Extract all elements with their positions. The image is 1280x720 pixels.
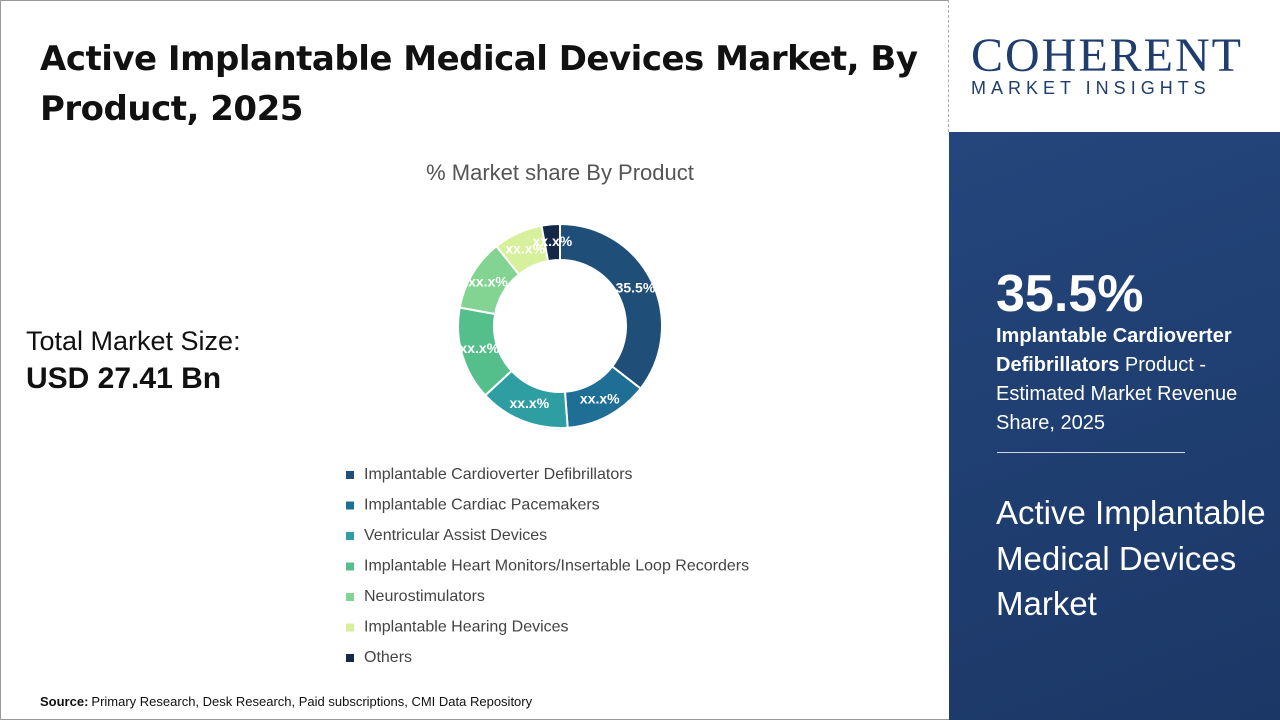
donut-slice [540, 222, 561, 263]
source-label: Source: [40, 694, 89, 709]
legend-label: Implantable Cardioverter Defibrillators [364, 466, 633, 483]
page-title: Active Implantable Medical Devices Marke… [40, 39, 918, 129]
divider [948, 0, 949, 132]
side-panel: 35.5% Implantable Cardioverter Defibrill… [949, 132, 1280, 720]
logo-tagline: MARKET INSIGHTS [971, 78, 1211, 98]
highlight-text: Product - Estimated Market Revenue Share… [996, 354, 1238, 434]
market-name: Active Implantable Medical Devices Marke… [996, 494, 1266, 622]
source-text: Primary Research, Desk Research, Paid su… [91, 694, 533, 709]
legend-label: Implantable Cardiac Pacemakers [364, 497, 600, 514]
chart: % Market share By Product 35.5%xx.x%xx.x… [346, 160, 749, 666]
legend-swatch [346, 654, 354, 662]
data-label: xx.x% [459, 340, 499, 356]
data-label: xx.x% [580, 391, 620, 407]
total-market-label: Total Market Size: [26, 326, 241, 356]
highlight-bold: Implantable Cardioverter Defibrillators [996, 325, 1232, 376]
legend-label: Implantable Heart Monitors/Insertable Lo… [364, 558, 749, 575]
panel-highlight: Implantable Cardioverter Defibrillators … [996, 322, 1266, 438]
logo-name: COHERENT [971, 29, 1243, 82]
legend-label: Ventricular Assist Devices [364, 527, 547, 544]
data-label: 35.5% [616, 280, 656, 296]
source: Source: Primary Research, Desk Research, … [40, 694, 532, 709]
legend-swatch [346, 623, 354, 632]
legend-swatch [346, 562, 354, 571]
legend-swatch [346, 471, 354, 479]
legend-swatch [346, 501, 354, 510]
data-label: xx.x% [468, 273, 508, 289]
data-label: xx.x% [509, 395, 549, 411]
panel-stat: 35.5% [996, 265, 1144, 323]
donut-slice [559, 222, 663, 390]
legend-label: Implantable Hearing Devices [364, 619, 569, 636]
data-label: xx.x% [533, 233, 573, 249]
data-label: xx.x% [505, 240, 545, 256]
legend-label: Neurostimulators [364, 588, 485, 605]
total-market-value: USD 27.41 Bn [26, 362, 222, 395]
legend-label: Others [364, 649, 412, 666]
legend-swatch [346, 593, 354, 601]
legend-swatch [346, 532, 354, 540]
panel-rule [997, 452, 1185, 453]
logo: COHERENT MARKET INSIGHTS [949, 0, 1280, 132]
chart-subtitle: % Market share By Product [426, 160, 694, 185]
